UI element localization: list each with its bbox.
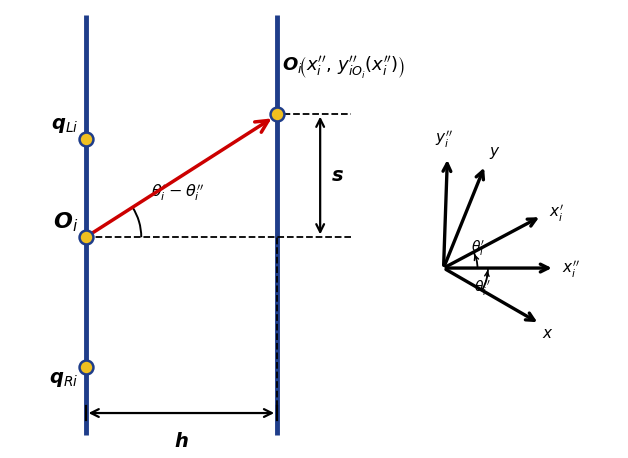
Point bbox=[81, 363, 91, 371]
Text: $\boldsymbol{O}_i$: $\boldsymbol{O}_i$ bbox=[53, 211, 78, 234]
Point bbox=[81, 135, 91, 142]
Text: $x$: $x$ bbox=[542, 326, 553, 341]
Point bbox=[81, 234, 91, 241]
Text: $\boldsymbol{h}$: $\boldsymbol{h}$ bbox=[174, 431, 189, 451]
Text: $y_i''$: $y_i''$ bbox=[435, 129, 453, 150]
Text: $\theta_i' - \theta_i''$: $\theta_i' - \theta_i''$ bbox=[151, 181, 203, 203]
Text: $x_i''$: $x_i''$ bbox=[562, 259, 580, 280]
Text: $x_i'$: $x_i'$ bbox=[549, 203, 564, 224]
Text: $\boldsymbol{O}_i\!\left(x_i'',\,y_{iO_i}''(x_i'')\right)$: $\boldsymbol{O}_i\!\left(x_i'',\,y_{iO_i… bbox=[282, 54, 405, 80]
Text: $\boldsymbol{q}_{Ri}$: $\boldsymbol{q}_{Ri}$ bbox=[49, 370, 78, 389]
Point bbox=[272, 110, 282, 118]
Text: $\boldsymbol{\theta_i''}$: $\boldsymbol{\theta_i''}$ bbox=[474, 278, 490, 298]
Text: $\boldsymbol{q}_{Li}$: $\boldsymbol{q}_{Li}$ bbox=[51, 116, 78, 136]
Text: $\boldsymbol{\theta_i'}$: $\boldsymbol{\theta_i'}$ bbox=[471, 239, 485, 258]
Text: $y$: $y$ bbox=[489, 145, 501, 161]
Text: $\boldsymbol{s}$: $\boldsymbol{s}$ bbox=[332, 166, 344, 185]
